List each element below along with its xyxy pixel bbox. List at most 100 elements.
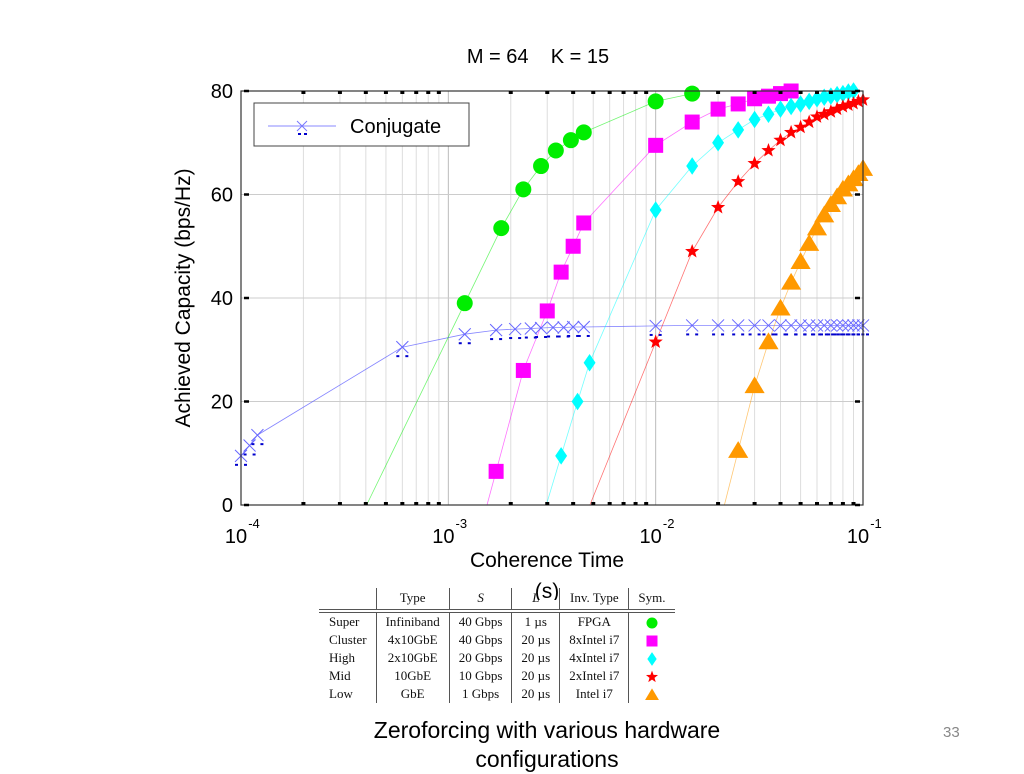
x-tick-exponent: -2 bbox=[663, 516, 675, 531]
series-markers-low bbox=[728, 159, 874, 458]
x-tick-exponent: -4 bbox=[248, 516, 260, 531]
markers bbox=[234, 82, 874, 479]
x-tick-label: 10 bbox=[225, 526, 247, 548]
chart-title: M = 64 K = 15 bbox=[467, 46, 609, 68]
table-row: Super Infiniband 40 Gbps 1 µs FPGA bbox=[319, 611, 675, 631]
table-header-name bbox=[319, 588, 377, 613]
triangle-symbol-icon bbox=[645, 688, 659, 700]
data-point-high bbox=[649, 201, 662, 219]
data-point-mid bbox=[817, 106, 832, 121]
table-cell-name: Cluster bbox=[329, 632, 367, 647]
data-point-high bbox=[732, 121, 745, 139]
series-markers-mid bbox=[648, 92, 871, 349]
table-header-sym: Sym. bbox=[628, 588, 675, 613]
data-point-mid bbox=[747, 155, 762, 170]
data-point-mid bbox=[802, 114, 817, 129]
data-point-high bbox=[762, 105, 775, 124]
data-point-cluster bbox=[760, 88, 776, 104]
x-tick-label: 10 bbox=[640, 526, 662, 548]
data-point-high bbox=[803, 92, 816, 111]
data-point-mid bbox=[685, 243, 700, 258]
data-point-cluster bbox=[576, 215, 592, 231]
legend: Conjugate bbox=[253, 102, 470, 147]
data-point-high bbox=[748, 110, 761, 129]
data-point-mid bbox=[783, 124, 799, 139]
data-point-low bbox=[781, 272, 802, 290]
data-point-high bbox=[818, 88, 831, 106]
data-point-low bbox=[806, 218, 828, 236]
table-header-inv-type: Inv. Type bbox=[559, 588, 629, 613]
data-point-mid bbox=[793, 119, 808, 134]
data-point-mid bbox=[731, 174, 746, 188]
table-cell-name: Super bbox=[329, 614, 360, 629]
series-markers-conjugate bbox=[234, 319, 870, 466]
data-point-mid bbox=[846, 95, 861, 110]
table-cell-l: 1 µs bbox=[511, 611, 560, 631]
square-symbol-icon bbox=[646, 635, 658, 647]
data-point-cluster bbox=[515, 362, 531, 378]
data-point-conjugate bbox=[711, 319, 725, 336]
data-point-high bbox=[571, 392, 584, 411]
y-axis-label-group: Achieved Capacity (bps/Hz) bbox=[172, 168, 195, 427]
data-point-conjugate bbox=[546, 321, 560, 338]
series-line-conjugate bbox=[240, 324, 863, 457]
y-tick-label: 60 bbox=[211, 185, 233, 207]
table-cell-symbol bbox=[628, 611, 675, 631]
data-point-conjugate bbox=[395, 340, 409, 358]
data-point-conjugate bbox=[731, 319, 745, 336]
legend-box bbox=[253, 102, 470, 147]
star-symbol-icon bbox=[645, 670, 658, 683]
data-point-mid bbox=[648, 334, 663, 349]
data-point-mid bbox=[710, 199, 726, 214]
circle-symbol-icon bbox=[646, 617, 658, 629]
table-cell-s: 1 Gbps bbox=[448, 685, 512, 703]
table-cell-l: 20 µs bbox=[511, 667, 560, 685]
data-point-cluster bbox=[747, 91, 763, 107]
data-point-cluster bbox=[488, 463, 504, 479]
series-line-mid bbox=[589, 99, 864, 506]
table-cell-inv-type: Intel i7 bbox=[559, 685, 629, 703]
data-point-conjugate bbox=[774, 319, 787, 336]
table-cell-type: 4x10GbE bbox=[375, 631, 450, 649]
data-point-super bbox=[684, 85, 701, 102]
capacity-chart: M = 64 K = 15 02040608010-410-310-210-1 … bbox=[172, 46, 882, 600]
table-cell-s: 20 Gbps bbox=[448, 649, 512, 667]
table-cell-s: 40 Gbps bbox=[448, 611, 512, 631]
data-point-conjugate bbox=[817, 319, 831, 336]
data-point-high bbox=[831, 85, 844, 104]
table-cell-inv-type: 4xIntel i7 bbox=[559, 649, 629, 667]
legend-label-conjugate: Conjugate bbox=[350, 116, 441, 138]
table-cell-s: 10 Gbps bbox=[448, 667, 512, 685]
x-tick-exponent: -1 bbox=[870, 516, 882, 531]
table-header-row: Type S L Inv. Type Sym. bbox=[319, 588, 675, 613]
y-tick-label: 80 bbox=[211, 81, 233, 103]
data-point-conjugate bbox=[489, 323, 503, 341]
table-cell-name: Mid bbox=[329, 668, 351, 683]
data-point-conjugate bbox=[748, 319, 761, 336]
data-point-mid bbox=[829, 101, 845, 116]
table-cell-name: High bbox=[329, 650, 355, 665]
table-cell-type: Infiniband bbox=[375, 611, 450, 631]
data-point-conjugate bbox=[534, 321, 548, 339]
data-point-cluster bbox=[710, 101, 726, 117]
y-axis-label: Achieved Capacity (bps/Hz) bbox=[172, 168, 195, 427]
table-cell-s: 40 Gbps bbox=[448, 631, 512, 649]
y-tick-label: 0 bbox=[222, 495, 233, 517]
slide-caption: Zeroforcing with various hardware config… bbox=[373, 717, 721, 772]
data-point-conjugate bbox=[251, 428, 264, 446]
table-cell-type: 2x10GbE bbox=[375, 649, 450, 667]
data-point-high bbox=[774, 100, 787, 118]
table-cell-symbol bbox=[628, 685, 675, 703]
data-point-conjugate bbox=[685, 319, 699, 336]
table-cell-symbol bbox=[628, 649, 675, 667]
data-point-cluster bbox=[553, 264, 569, 280]
data-point-conjugate bbox=[836, 319, 850, 336]
data-point-high bbox=[712, 134, 725, 152]
table-cell-inv-type: FPGA bbox=[559, 611, 629, 631]
x-tick-label: 10 bbox=[847, 526, 869, 548]
series-markers-cluster bbox=[488, 83, 799, 479]
table-header-s: S bbox=[448, 588, 512, 613]
table-cell-l: 20 µs bbox=[511, 631, 560, 649]
data-point-cluster bbox=[684, 114, 700, 130]
